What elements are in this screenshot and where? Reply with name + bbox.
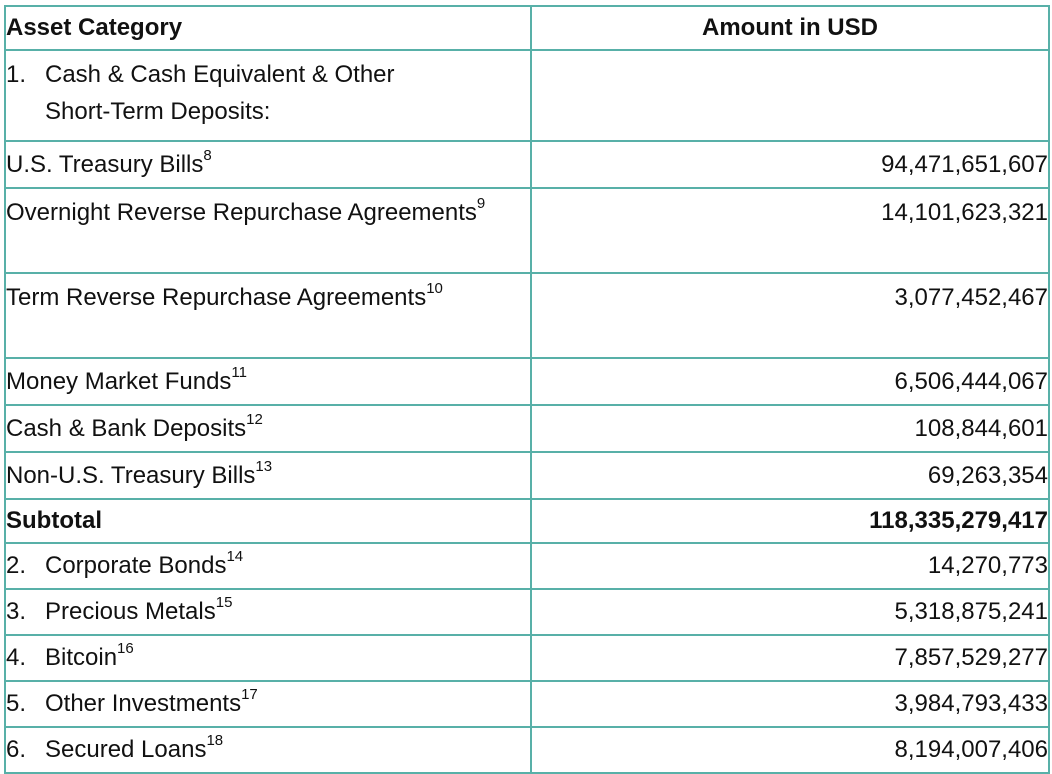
item-label: Overnight Reverse Repurchase Agreements: [6, 199, 477, 226]
item-label: Cash & Cash Equivalent & Other Short-Ter…: [45, 61, 395, 125]
item-label: Secured Loans: [45, 736, 207, 763]
amount-cell: 6,506,444,067: [530, 357, 1050, 406]
category-cell: 3. Precious Metals15: [4, 588, 532, 636]
table-row: 6. Secured Loans18 8,194,007,406: [4, 726, 1050, 774]
table-row: Overnight Reverse Repurchase Agreements9…: [4, 187, 1050, 274]
subtotal-row: Subtotal 118,335,279,417: [4, 498, 1050, 544]
table-row: Money Market Funds11 6,506,444,067: [4, 357, 1050, 406]
asset-table: Asset Category Amount in USD 1. Cash & Ca…: [4, 5, 1050, 774]
table-row: 3. Precious Metals15 5,318,875,241: [4, 588, 1050, 636]
item-number: 5.: [6, 690, 27, 717]
footnote-ref: 14: [226, 548, 244, 565]
footnote-ref: 13: [255, 458, 273, 475]
amount-cell: 108,844,601: [530, 404, 1050, 453]
item-number: 3.: [6, 598, 27, 625]
amount-cell: 94,471,651,607: [530, 140, 1050, 189]
amount-cell: 5,318,875,241: [530, 588, 1050, 636]
item-number: 1.: [6, 61, 27, 88]
footnote-ref: 11: [231, 364, 247, 381]
footnote-ref: 17: [241, 686, 258, 703]
amount-cell: 14,270,773: [530, 542, 1050, 590]
table-row: 1. Cash & Cash Equivalent & Other Short-T…: [4, 49, 1050, 142]
item-label: Money Market Funds: [6, 368, 232, 395]
amount-cell: 3,984,793,433: [530, 680, 1050, 728]
amount-cell: 3,077,452,467: [530, 272, 1050, 359]
subtotal-label: Subtotal: [4, 498, 532, 544]
item-label: Corporate Bonds: [45, 552, 227, 579]
amount-cell: 8,194,007,406: [530, 726, 1050, 774]
category-cell: Overnight Reverse Repurchase Agreements9: [4, 187, 532, 274]
item-label: U.S. Treasury Bills: [6, 151, 204, 178]
table-row: Term Reverse Repurchase Agreements10 3,0…: [4, 272, 1050, 359]
footnote-ref: 8: [203, 147, 212, 164]
footnote-ref: 9: [476, 195, 486, 212]
amount-cell: 69,263,354: [530, 451, 1050, 500]
subtotal-amount: 118,335,279,417: [530, 498, 1050, 544]
category-cell: 6. Secured Loans18: [4, 726, 532, 774]
amount-cell: 7,857,529,277: [530, 634, 1050, 682]
category-cell: 1. Cash & Cash Equivalent & Other Short-T…: [4, 49, 532, 142]
item-label: Non-U.S. Treasury Bills: [6, 462, 256, 489]
category-cell: U.S. Treasury Bills8: [4, 140, 532, 189]
category-cell: 4. Bitcoin16: [4, 634, 532, 682]
category-cell: Non-U.S. Treasury Bills13: [4, 451, 532, 500]
footnote-ref: 16: [117, 640, 134, 657]
column-header-amount: Amount in USD: [530, 5, 1050, 51]
header-row: Asset Category Amount in USD: [4, 5, 1050, 51]
table-row: Non-U.S. Treasury Bills13 69,263,354: [4, 451, 1050, 500]
item-label: Bitcoin: [45, 644, 118, 671]
footnote-ref: 18: [206, 732, 224, 749]
item-label: Term Reverse Repurchase Agreements: [6, 284, 427, 311]
footnote-ref: 12: [246, 411, 263, 428]
amount-cell: 14,101,623,321: [530, 187, 1050, 274]
item-label: Cash & Bank Deposits: [6, 415, 247, 442]
item-label: Other Investments: [45, 690, 242, 717]
footnote-ref: 15: [215, 594, 233, 611]
table-row: U.S. Treasury Bills8 94,471,651,607: [4, 140, 1050, 189]
table-row: Cash & Bank Deposits12 108,844,601: [4, 404, 1050, 453]
table-row: 2. Corporate Bonds14 14,270,773: [4, 542, 1050, 590]
category-cell: 2. Corporate Bonds14: [4, 542, 532, 590]
footnote-ref: 10: [426, 280, 443, 297]
table-row: 5. Other Investments17 3,984,793,433: [4, 680, 1050, 728]
category-cell: Money Market Funds11: [4, 357, 532, 406]
category-cell: 5. Other Investments17: [4, 680, 532, 728]
item-number: 2.: [6, 552, 27, 579]
item-number: 6.: [6, 736, 27, 763]
amount-cell: [530, 49, 1050, 142]
item-label: Precious Metals: [45, 598, 216, 625]
item-number: 4.: [6, 644, 27, 671]
table-row: 4. Bitcoin16 7,857,529,277: [4, 634, 1050, 682]
column-header-category: Asset Category: [4, 5, 532, 51]
category-cell: Term Reverse Repurchase Agreements10: [4, 272, 532, 359]
category-cell: Cash & Bank Deposits12: [4, 404, 532, 453]
